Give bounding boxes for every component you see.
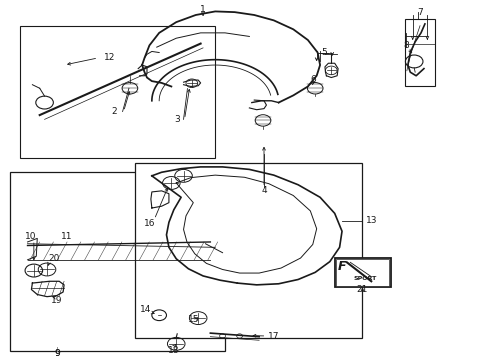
Text: 17: 17	[267, 332, 279, 341]
Bar	[10, 172, 224, 351]
Text: SPORT: SPORT	[353, 276, 376, 281]
Text: 16: 16	[143, 219, 155, 228]
Text: 6: 6	[309, 75, 315, 84]
Text: 5: 5	[321, 48, 326, 57]
Text: 9: 9	[54, 349, 60, 358]
Text: 10: 10	[25, 232, 37, 241]
Text: 20: 20	[48, 254, 60, 263]
Text: 19: 19	[51, 296, 62, 305]
Text: 18: 18	[168, 346, 179, 355]
Bar	[135, 163, 361, 338]
Text: 15: 15	[187, 315, 199, 324]
Bar	[20, 26, 215, 158]
Text: F: F	[337, 261, 346, 274]
Text: 3: 3	[174, 115, 180, 124]
Text: 14: 14	[140, 305, 151, 314]
Text: 21: 21	[356, 285, 367, 294]
Text: 8: 8	[403, 41, 408, 50]
Text: 2: 2	[111, 107, 117, 116]
Text: 4: 4	[261, 186, 266, 195]
Text: 11: 11	[61, 232, 72, 241]
Bar	[334, 258, 390, 287]
Text: 9: 9	[54, 349, 60, 358]
Text: 13: 13	[366, 216, 377, 225]
Text: 1: 1	[200, 5, 205, 14]
Text: 7: 7	[416, 8, 422, 17]
Bar	[335, 259, 388, 285]
Text: 12: 12	[104, 53, 115, 62]
Bar	[405, 19, 434, 86]
